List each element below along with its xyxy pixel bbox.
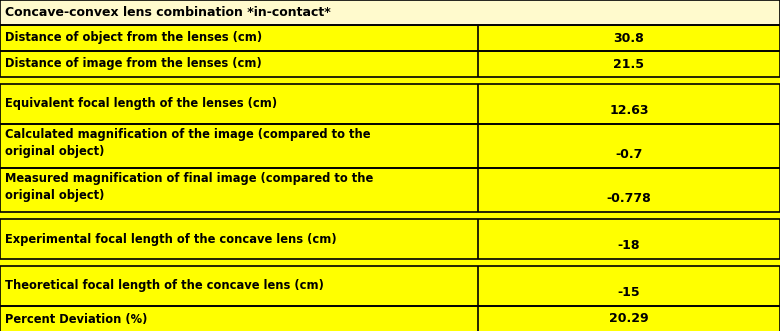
Bar bbox=[478, 124, 780, 168]
Bar bbox=[0, 212, 780, 219]
Bar bbox=[478, 51, 780, 77]
Text: -18: -18 bbox=[618, 239, 640, 252]
Text: -0.7: -0.7 bbox=[615, 148, 643, 161]
Text: Equivalent focal length of the lenses (cm): Equivalent focal length of the lenses (c… bbox=[5, 98, 277, 111]
Bar bbox=[0, 219, 478, 259]
Bar bbox=[0, 259, 780, 266]
Text: -0.778: -0.778 bbox=[607, 192, 651, 205]
Text: Distance of image from the lenses (cm): Distance of image from the lenses (cm) bbox=[5, 58, 262, 71]
Bar bbox=[0, 266, 478, 306]
Text: Concave-convex lens combination *in-contact*: Concave-convex lens combination *in-cont… bbox=[5, 6, 331, 19]
Bar bbox=[478, 306, 780, 331]
Text: Measured magnification of final image (compared to the
original object): Measured magnification of final image (c… bbox=[5, 172, 374, 202]
Bar bbox=[478, 84, 780, 124]
Text: 30.8: 30.8 bbox=[614, 31, 644, 44]
Bar bbox=[0, 124, 478, 168]
Bar bbox=[0, 306, 478, 331]
Bar bbox=[478, 219, 780, 259]
Bar bbox=[478, 266, 780, 306]
Bar bbox=[0, 77, 780, 84]
Bar bbox=[478, 25, 780, 51]
Text: 21.5: 21.5 bbox=[614, 58, 644, 71]
Bar bbox=[0, 0, 780, 25]
Bar bbox=[0, 168, 478, 212]
Text: 20.29: 20.29 bbox=[609, 312, 649, 325]
Text: Percent Deviation (%): Percent Deviation (%) bbox=[5, 312, 147, 325]
Bar bbox=[0, 51, 478, 77]
Text: Theoretical focal length of the concave lens (cm): Theoretical focal length of the concave … bbox=[5, 279, 324, 293]
Text: Distance of object from the lenses (cm): Distance of object from the lenses (cm) bbox=[5, 31, 262, 44]
Bar bbox=[478, 168, 780, 212]
Bar bbox=[0, 25, 478, 51]
Text: -15: -15 bbox=[618, 286, 640, 299]
Text: 12.63: 12.63 bbox=[609, 104, 649, 117]
Text: Experimental focal length of the concave lens (cm): Experimental focal length of the concave… bbox=[5, 232, 337, 246]
Bar bbox=[0, 84, 478, 124]
Text: Calculated magnification of the image (compared to the
original object): Calculated magnification of the image (c… bbox=[5, 128, 370, 158]
